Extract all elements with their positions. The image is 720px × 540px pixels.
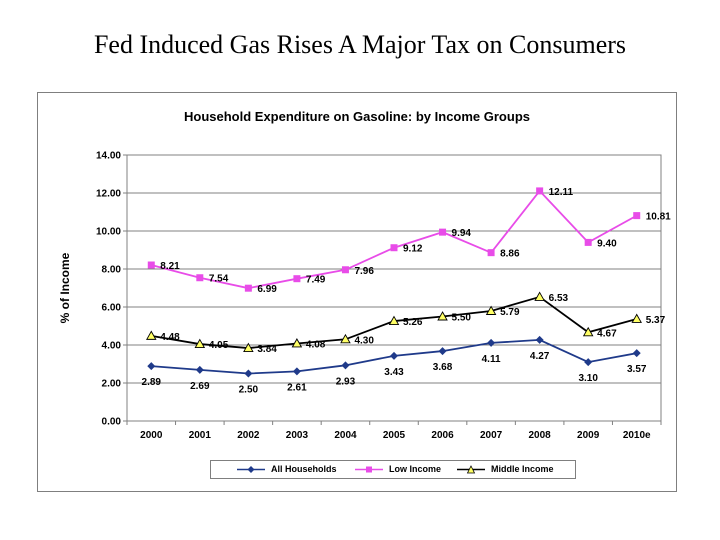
data-point-all-households — [438, 347, 447, 356]
slide-title: Fed Induced Gas Rises A Major Tax on Con… — [93, 30, 627, 59]
data-point-low-income — [536, 187, 544, 195]
data-label-low-income: 9.40 — [597, 238, 617, 249]
data-label-all-households: 3.10 — [578, 373, 598, 384]
data-label-middle-income: 4.30 — [354, 335, 374, 346]
chart-plot: 0.00 2.00 4.00 6.00 8.00 10.00 12.00 14.00 2000 2… — [58, 151, 671, 442]
data-point-all-households — [535, 335, 544, 344]
x-tick-label: 2000 — [140, 430, 163, 441]
data-point-low-income — [633, 212, 641, 220]
data-point-all-households — [292, 367, 301, 376]
data-label-all-households: 2.93 — [336, 376, 356, 387]
data-label-all-households: 3.68 — [433, 362, 453, 373]
data-point-middle-income — [437, 311, 448, 321]
y-tick-label: 12.00 — [96, 189, 121, 200]
data-label-middle-income: 4.67 — [597, 328, 617, 339]
data-label-middle-income: 5.26 — [403, 317, 423, 328]
data-label-middle-income: 4.48 — [160, 332, 180, 343]
x-tick-label: 2003 — [286, 430, 309, 441]
y-tick-label: 14.00 — [96, 151, 121, 162]
data-label-low-income: 8.21 — [160, 261, 180, 272]
data-label-low-income: 7.96 — [354, 266, 374, 277]
data-point-low-income — [390, 244, 398, 252]
x-tick-label: 2005 — [383, 430, 406, 441]
plot-area — [126, 154, 662, 422]
data-label-low-income: 7.54 — [209, 274, 229, 285]
data-point-low-income — [584, 238, 592, 246]
data-label-middle-income: 6.53 — [549, 293, 569, 304]
data-point-middle-income — [340, 333, 351, 344]
legend-label-middle-income: Middle Income — [491, 464, 554, 474]
chart-container: Household Expenditure on Gasoline: by In… — [37, 92, 677, 492]
data-label-middle-income: 5.37 — [646, 315, 666, 326]
legend-swatch-low-income — [355, 466, 383, 473]
legend-label-all-households: All Households — [271, 464, 337, 474]
data-point-low-income — [439, 228, 447, 236]
x-tick-label: 2007 — [480, 430, 503, 441]
data-point-middle-income — [243, 342, 254, 352]
x-tick-label: 2001 — [189, 430, 212, 441]
data-label-all-households: 4.11 — [482, 354, 501, 365]
data-point-all-households — [195, 365, 204, 374]
x-tick-label: 2006 — [431, 430, 454, 441]
data-point-all-households — [584, 358, 593, 367]
data-label-all-households: 3.43 — [384, 367, 404, 378]
data-point-middle-income — [146, 330, 157, 340]
y-tick-label: 2.00 — [102, 379, 122, 390]
data-point-low-income — [341, 266, 349, 274]
data-label-low-income: 7.49 — [306, 275, 326, 286]
data-point-middle-income — [194, 338, 206, 349]
x-tick-label: 2008 — [529, 430, 552, 441]
data-label-middle-income: 3.84 — [257, 344, 277, 355]
y-tick-label: 6.00 — [102, 303, 122, 314]
y-tick-label: 8.00 — [102, 265, 122, 276]
data-point-low-income — [147, 261, 155, 269]
data-label-all-households: 3.57 — [627, 364, 647, 375]
data-label-low-income: 8.86 — [500, 249, 520, 260]
data-label-all-households: 4.27 — [530, 351, 550, 362]
data-point-all-households — [341, 361, 350, 370]
data-point-all-households — [244, 369, 253, 378]
y-tick-label: 10.00 — [96, 227, 121, 238]
data-label-middle-income: 4.08 — [306, 339, 326, 350]
chart-legend: All Households Low Income Middle Income — [210, 460, 576, 479]
data-point-all-households — [390, 351, 398, 360]
data-label-all-households: 2.61 — [287, 382, 307, 393]
data-label-middle-income: 5.79 — [500, 307, 520, 318]
data-label-low-income: 9.12 — [403, 244, 423, 255]
data-label-all-households: 2.89 — [142, 377, 162, 388]
data-point-low-income — [487, 249, 495, 257]
data-label-all-households: 2.69 — [190, 381, 210, 392]
data-label-all-households: 2.50 — [239, 385, 259, 396]
data-label-middle-income: 4.05 — [209, 340, 229, 351]
data-label-low-income: 10.81 — [646, 212, 671, 223]
data-label-low-income: 12.11 — [549, 187, 574, 198]
data-point-all-households — [632, 349, 641, 358]
data-point-middle-income — [631, 313, 642, 323]
x-tick-label: 2004 — [334, 430, 357, 441]
y-tick-label: 4.00 — [102, 341, 122, 352]
data-label-middle-income: 5.50 — [452, 313, 472, 324]
data-point-all-households — [147, 362, 156, 371]
data-point-low-income — [293, 275, 301, 283]
data-point-all-households — [487, 338, 496, 347]
legend-label-low-income: Low Income — [389, 464, 442, 474]
data-label-low-income: 9.94 — [452, 228, 472, 239]
data-point-middle-income — [388, 315, 400, 326]
chart-title: Household Expenditure on Gasoline: by In… — [184, 109, 530, 124]
x-tick-label: 2010e — [623, 430, 651, 441]
x-tick-label: 2009 — [577, 430, 600, 441]
x-tick-label: 2002 — [237, 430, 260, 441]
data-point-low-income — [244, 284, 252, 292]
legend-swatch-middle-income — [457, 465, 485, 474]
data-point-middle-income — [291, 338, 303, 348]
y-tick-label: 0.00 — [102, 417, 122, 428]
data-label-low-income: 6.99 — [257, 284, 277, 295]
y-axis-label: % of Income — [58, 252, 72, 323]
data-point-middle-income — [534, 291, 545, 301]
data-point-middle-income — [485, 305, 497, 315]
data-point-low-income — [196, 274, 204, 282]
data-point-middle-income — [582, 326, 594, 337]
legend-swatch-all-households — [237, 466, 265, 473]
